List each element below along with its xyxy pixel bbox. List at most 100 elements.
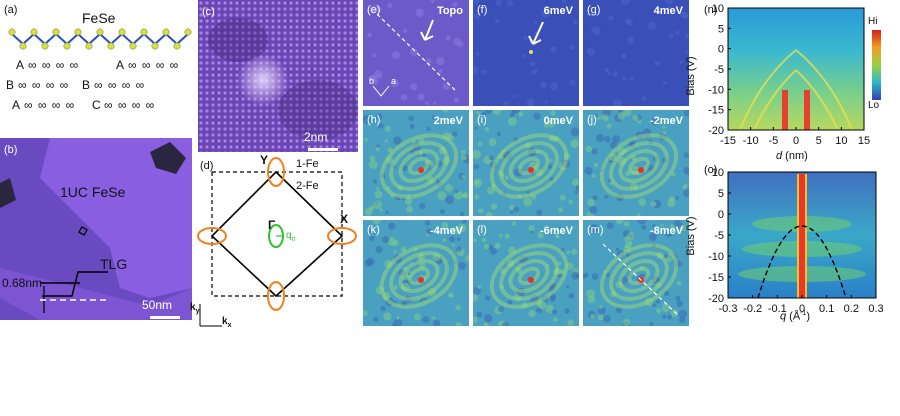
substrate-label: TLG (100, 256, 128, 272)
colorbar-hi: Hi (868, 16, 878, 27)
stack-row-2-right: B (82, 78, 91, 92)
panel-o-ylabel-wrap: Bias (V) (685, 180, 699, 300)
map-texture-j (584, 110, 689, 216)
map-energy-k: -4meV (429, 225, 463, 237)
panel-d-label: (d) (200, 160, 214, 172)
map-texture-e (367, 0, 464, 106)
panel-a-title: FeSe (82, 10, 116, 26)
map-energy-h: 2meV (433, 115, 463, 127)
stacking-sequence: A ∞ ∞ ∞ ∞ A ∞ ∞ ∞ ∞ B ∞ ∞ ∞ ∞ B ∞ ∞ ∞ ∞ … (6, 58, 192, 118)
o-yticks-label: -5 (714, 230, 724, 242)
panel-o-xlabel-symbol: q (780, 310, 787, 323)
panel-b-label: (b) (4, 144, 18, 156)
n-yticks-label: -15 (708, 105, 724, 117)
o-yticks-label: 5 (718, 188, 724, 200)
dos-map-grid: (e) Topo a b (f) 6meV (g) 4meV (h) 2meV (i) 0meV (j)… (363, 0, 689, 330)
map-texture-l (473, 221, 579, 326)
o-xticks-label: 0 (799, 303, 805, 315)
o-xticks-label: 0.1 (819, 303, 834, 315)
n-xticks-label: 5 (816, 135, 822, 147)
panel-c-label: (c) (202, 6, 215, 18)
kx-symbol: k (222, 316, 228, 327)
panel-o-ylabel: Bias (V) (685, 216, 697, 256)
map-panel-e: (e) Topo a b (363, 0, 469, 106)
map-panel-k: (k) -4meV (363, 220, 469, 326)
scale-bar-label-c: 2nm (304, 130, 328, 144)
o-xticks-label: -0.2 (743, 303, 762, 315)
map-energy-f: 6meV (543, 5, 573, 17)
fese-lattice-diagram (8, 28, 192, 50)
map-panel-g: (g) 4meV (583, 0, 689, 106)
o-xticks-label: 0.2 (844, 303, 859, 315)
panel-a-label: (a) (4, 4, 18, 16)
panel-n-xlabel: d (nm) (776, 150, 808, 162)
map-energy-j: -2meV (649, 115, 683, 127)
panel-o-xlabel-unit-end: ) (806, 310, 811, 323)
n-xticks-label: -5 (768, 135, 778, 147)
map-panel-i: (i) 0meV (473, 110, 579, 216)
panel-n-ylabel: Bias (V) (685, 56, 697, 96)
fe2-label: 2-Fe (296, 180, 319, 192)
o-yticks-label: -15 (708, 272, 724, 284)
panel-o-xlabel-unit-sup: -1 (800, 310, 807, 317)
bz-point-gamma: Γ (268, 218, 276, 232)
qn-symbol: q (286, 230, 292, 241)
kx-label: kx (222, 316, 231, 329)
stack-row-3-left: A (12, 98, 21, 112)
n-yticks-label: -5 (714, 64, 724, 76)
map-panel-f: (f) 6meV (473, 0, 579, 106)
map-label-i: (i) (477, 114, 487, 126)
ky-subscript: y (195, 308, 200, 315)
map-energy-i: 0meV (543, 115, 573, 127)
map-label-g: (g) (587, 4, 601, 16)
map-panel-j: (j) -2meV (583, 110, 689, 216)
axis-b-label: b (369, 76, 375, 86)
stack-row-2-left: B (6, 78, 15, 92)
panel-n-label: (n) (704, 4, 718, 16)
map-label-l: (l) (477, 224, 487, 236)
o-yticks-label: -10 (708, 251, 724, 263)
panel-o-xlabel-unit: (Å (786, 310, 801, 323)
panel-c-image: (c) 2nm (198, 0, 358, 152)
o-yticks-label: 0 (718, 209, 724, 221)
qn-subscript: n (291, 236, 296, 243)
map-label-j: (j) (587, 114, 597, 126)
map-texture-k (363, 220, 469, 326)
n-yticks-label: 0 (718, 44, 724, 56)
stack-row-3-chain: ∞ ∞ ∞ ∞ (24, 98, 76, 112)
map-energy-e: Topo (436, 5, 463, 17)
stack-row-1-chain: ∞ ∞ ∞ ∞ (28, 58, 80, 72)
panel-n-xlabel-unit: (nm) (782, 150, 808, 162)
stack-row-2-chain: ∞ ∞ ∞ ∞ (18, 78, 70, 92)
map-texture-i (473, 110, 579, 216)
stack-row-1-left: A (16, 58, 25, 72)
n-yticks-label: 5 (718, 23, 724, 35)
map-panel-l: (l) -6meV (473, 220, 579, 326)
ky-label: ky (190, 302, 199, 315)
map-texture-f (473, 0, 578, 106)
film-label: 1UC FeSe (60, 184, 126, 200)
step-height-label: 0.68nm (2, 276, 43, 290)
qn-label: qn (286, 230, 295, 243)
map-texture-h (363, 110, 469, 216)
panel-o-plot: 10 5 0 -5 -10 -15 -20 -0.3 -0.2 -0.1 0 0.1 0.2 0.3 (708, 167, 884, 315)
n-yticks-label: -20 (708, 125, 724, 137)
o-yticks-label: 10 (712, 167, 724, 179)
map-label-k: (k) (367, 224, 380, 236)
n-yticks-label: -10 (708, 84, 724, 96)
map-panel-m: (m) -8meV (583, 220, 689, 326)
panel-o-label: (o) (704, 164, 718, 176)
panel-n-xlabel-symbol: d (776, 150, 783, 162)
map-panel-h: (h) 2meV (363, 110, 469, 216)
brillouin-zone-diagram (197, 157, 357, 327)
axis-a-label: a (391, 76, 397, 86)
n-xticks-label: 0 (793, 135, 799, 147)
bz-point-y: Y (260, 153, 269, 167)
fe1-label: 1-Fe (296, 158, 319, 170)
map-label-f: (f) (477, 4, 488, 16)
n-xticks-label: 15 (858, 135, 870, 147)
map-energy-m: -8meV (649, 225, 683, 237)
map-texture-m (583, 220, 688, 326)
o-xticks-label: 0.3 (868, 303, 883, 315)
